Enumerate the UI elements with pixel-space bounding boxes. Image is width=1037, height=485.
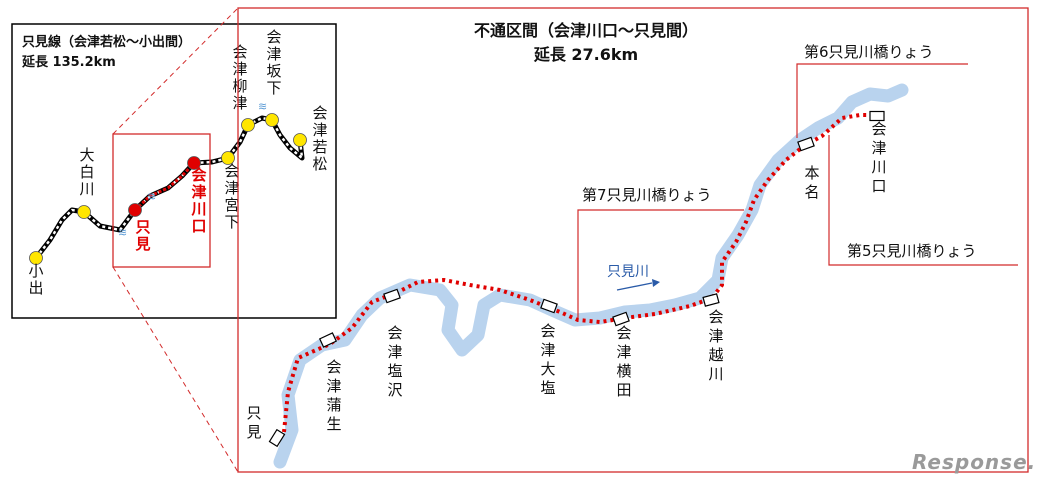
inset-station-label: 小出 — [28, 262, 43, 297]
station-label: 会津塩沢 — [387, 324, 402, 399]
station-buildings — [268, 110, 885, 448]
station-label: 会津川口 — [871, 120, 886, 195]
inset-station-label: 会津宮下 — [224, 162, 239, 231]
station-label: 只見 — [246, 404, 261, 441]
station-marker-icon — [265, 113, 279, 127]
bridge-label-5: 第5只見川橋りょう — [847, 242, 977, 260]
station-label: 会津大塩 — [540, 322, 555, 397]
inset-map: 只見線（会津若松～小出間） 延長 135.2km ≋ ≋ ≋ 小出 大白川 只見… — [11, 23, 337, 319]
inset-station-label: 会津柳津 — [232, 43, 247, 112]
bridge-label-7: 第7只見川橋りょう — [582, 186, 712, 204]
inset-station-label: 只見 — [134, 218, 150, 253]
station-building-icon — [702, 293, 720, 307]
main-length: 延長 27.6km — [533, 45, 638, 64]
station-building-icon — [612, 311, 630, 327]
station-label: 会津蒲生 — [326, 358, 341, 433]
zoom-connector — [112, 7, 239, 135]
station-label: 会津横田 — [616, 324, 631, 399]
flow-arrow-icon — [616, 279, 660, 291]
station-label: 会津越川 — [708, 308, 723, 383]
main-map: 不通区間（会津川口～只見間） 延長 27.6km 只見川 第6只見川橋りょう 第… — [237, 7, 1029, 473]
inset-frame — [11, 23, 337, 319]
inset-station-label: 会津若松 — [312, 104, 327, 173]
water-mark-icon: ≋ — [147, 190, 156, 203]
river-label: 只見川 — [607, 264, 649, 280]
watermark-text: Response. — [912, 450, 1036, 474]
station-marker-icon — [29, 251, 43, 265]
zoom-connector — [112, 266, 239, 473]
bridge-callouts — [577, 63, 1018, 318]
closed-rail-line — [282, 113, 878, 433]
station-marker-icon — [77, 205, 91, 219]
bridge-label-6: 第6只見川橋りょう — [804, 43, 934, 61]
inset-highlight-box — [112, 133, 211, 268]
inset-station-label: 会津坂下 — [266, 28, 281, 97]
water-mark-icon: ≋ — [118, 226, 127, 239]
inset-title: 只見線（会津若松～小出間） — [22, 34, 191, 50]
station-building-icon — [318, 332, 338, 348]
inset-length: 延長 135.2km — [21, 54, 116, 70]
station-label: 本名 — [804, 164, 819, 201]
station-building-icon — [268, 428, 286, 448]
station-building-icon — [797, 136, 815, 152]
station-marker-icon — [293, 133, 307, 147]
station-marker-icon — [187, 156, 201, 170]
station-marker-icon — [128, 203, 142, 217]
water-mark-icon: ≋ — [258, 100, 267, 113]
station-marker-icon — [241, 118, 255, 132]
inset-station-markers — [29, 113, 307, 265]
station-building-icon — [540, 298, 558, 314]
watermark: Response. — [912, 450, 1036, 474]
inset-station-label: 大白川 — [79, 146, 94, 198]
main-title: 不通区間（会津川口～只見間） — [474, 21, 698, 40]
station-building-icon — [869, 110, 885, 122]
station-building-icon — [383, 288, 401, 304]
main-frame — [237, 7, 1029, 473]
station-marker-icon — [221, 151, 235, 165]
inset-station-label: 会津川口 — [190, 166, 206, 235]
